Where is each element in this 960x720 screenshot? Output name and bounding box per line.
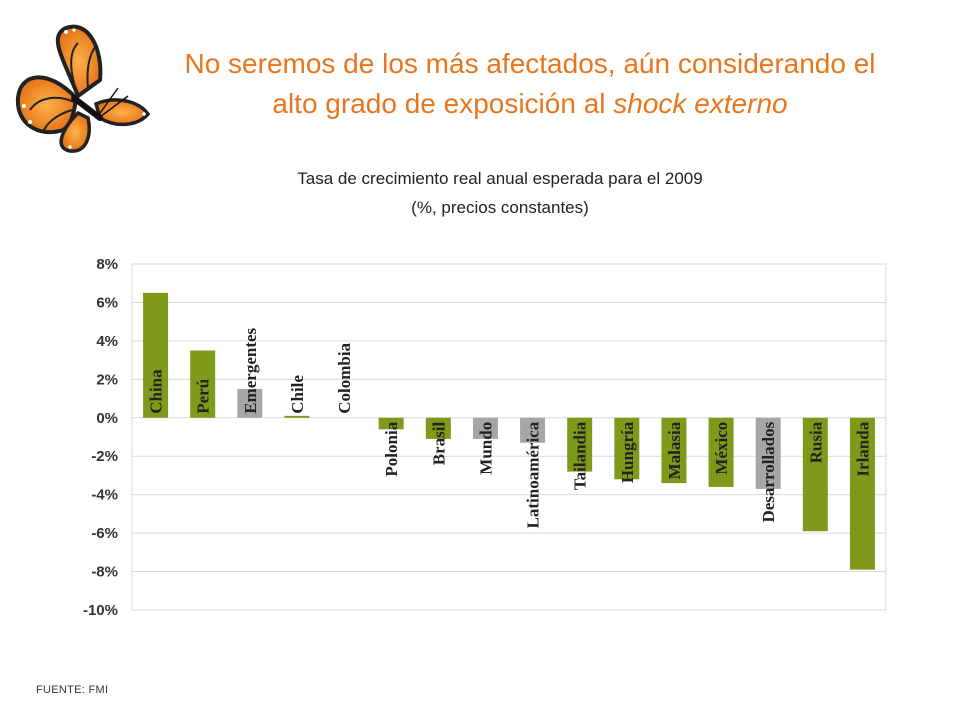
bar-category-label: Desarrollados: [759, 421, 778, 522]
bar-category-label: Emergentes: [241, 327, 260, 413]
bar-category-label: Malasia: [665, 421, 684, 479]
y-tick-label: 2%: [96, 371, 118, 388]
bar: [284, 415, 310, 418]
bar-category-label: Colombia: [335, 342, 354, 413]
slide-title-line-2: alto grado de exposición al shock extern…: [110, 84, 950, 124]
bar-category-label: Brasil: [429, 422, 448, 466]
chart-title-line-1: Tasa de crecimiento real anual esperada …: [297, 169, 703, 188]
bar: [755, 417, 781, 489]
bar: [190, 350, 216, 418]
bar-category-label: Rusia: [806, 421, 825, 463]
slide-title-line-2-text: alto grado de exposición al: [272, 88, 614, 119]
bar: [614, 417, 640, 480]
y-tick-label: -2%: [91, 448, 118, 465]
chart-subtitle: (%, precios constantes): [411, 198, 589, 217]
bar: [472, 417, 498, 439]
bar: [849, 417, 875, 570]
bar: [661, 417, 687, 484]
bar: [520, 417, 546, 443]
bar: [425, 417, 451, 439]
bar: [567, 417, 593, 472]
butterfly-icon: [15, 24, 151, 153]
bar-category-label: Tailandia: [571, 421, 590, 490]
source-note: FUENTE: FMI: [36, 684, 109, 696]
bar-category-label: China: [147, 369, 166, 414]
y-tick-label: -4%: [91, 487, 118, 504]
bar: [802, 417, 828, 532]
chart-title: Tasa de crecimiento real anual esperada …: [160, 164, 840, 222]
bar: [378, 417, 404, 430]
y-tick-label: -8%: [91, 564, 118, 581]
y-tick-label: -6%: [91, 525, 118, 542]
bar-category-label: Hungría: [618, 421, 637, 483]
bar-chart: 8% 6% 4% 2% 0% -2% -4% -6% -8% -10% China Perú Emerg…: [83, 256, 887, 619]
bar-category-label: México: [712, 422, 731, 475]
slide-title: No seremos de los más afectados, aún con…: [110, 44, 950, 124]
bar: [143, 292, 169, 418]
slide-title-line-1: No seremos de los más afectados, aún con…: [184, 48, 876, 79]
y-tick-label: 6%: [96, 294, 118, 311]
bar-category-label: Irlanda: [853, 421, 872, 476]
bar-category-label: Chile: [288, 375, 307, 414]
bar-category-label: Perú: [194, 379, 213, 414]
bar-category-label: Polonia: [382, 421, 401, 476]
y-tick-label: 8%: [96, 256, 118, 273]
y-tick-label: 4%: [96, 333, 118, 350]
y-tick-label: -10%: [83, 602, 118, 619]
bar-category-label: Mundo: [476, 422, 495, 475]
bar: [237, 388, 263, 418]
y-tick-label: 0%: [96, 410, 118, 427]
bar: [708, 417, 734, 487]
bar-category-label: Latinoamérica: [524, 421, 543, 528]
slide-title-emphasis: shock externo: [613, 88, 788, 119]
